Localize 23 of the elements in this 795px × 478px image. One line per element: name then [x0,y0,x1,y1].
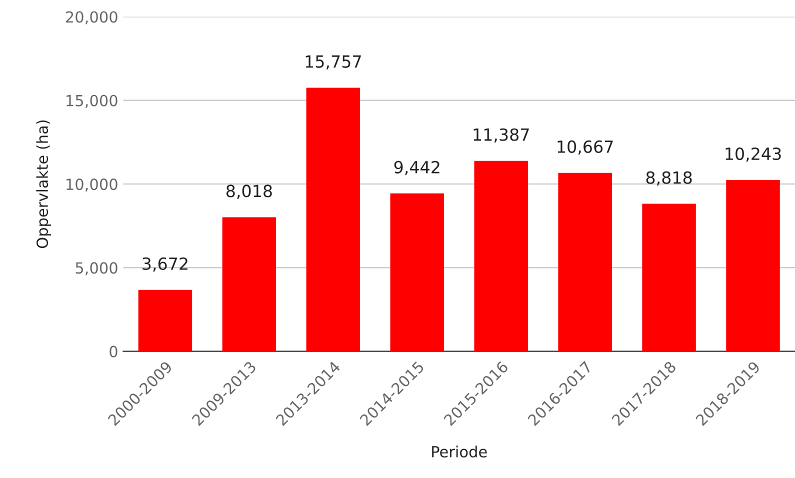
bar [306,88,360,352]
data-label: 10,667 [558,140,613,155]
y-tick-label: 10,000 [66,178,118,192]
y-axis-title: Oppervlakte (ha) [36,120,52,248]
y-tick-label: 0 [110,346,118,358]
data-label: 8,818 [646,171,692,186]
bar [558,172,612,352]
y-tick-label: 15,000 [66,94,118,108]
bar [138,290,192,352]
data-label: 3,672 [142,257,188,272]
data-label: 15,757 [306,55,361,70]
y-tick-label: 20,000 [66,11,118,24]
data-label: 9,442 [394,160,440,176]
data-label: 8,018 [226,184,272,199]
y-tick-label: 5,000 [76,262,118,276]
data-label: 11,387 [474,128,529,143]
x-axis-title: Periode [432,446,487,458]
bar [222,217,276,352]
data-label: 10,243 [726,147,781,162]
bar [390,193,444,352]
bar [642,204,696,352]
bar [726,180,780,352]
bar [474,160,528,352]
